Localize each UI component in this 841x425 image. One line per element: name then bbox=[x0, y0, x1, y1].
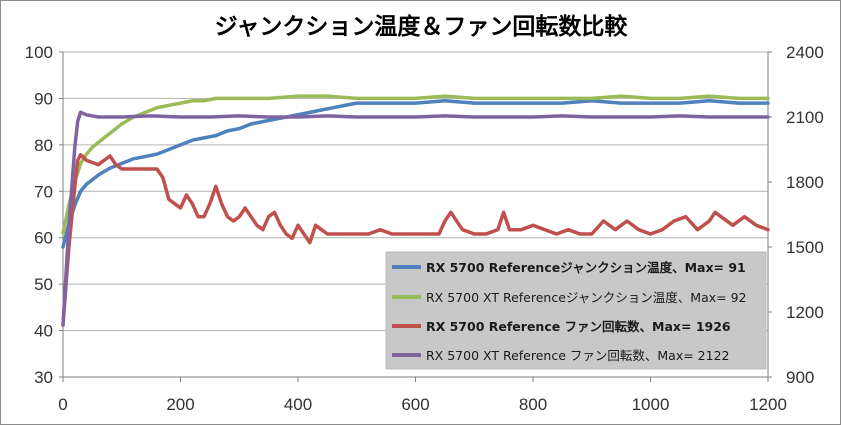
left-tick-label: 100 bbox=[25, 43, 53, 62]
legend-label-4: RX 5700 XT Reference ファン回転数、Max= 2122 bbox=[426, 348, 729, 363]
right-tick-label: 2100 bbox=[786, 108, 824, 127]
right-tick-label: 2400 bbox=[786, 43, 824, 62]
chart-title: ジャンクション温度＆ファン回転数比較 bbox=[215, 13, 629, 40]
left-tick-label: 30 bbox=[34, 368, 53, 387]
left-tick-label: 80 bbox=[34, 136, 53, 155]
series-line-1 bbox=[61, 99, 770, 249]
series-line-2 bbox=[61, 94, 770, 235]
legend-label-2: RX 5700 XT Referenceジャンクション温度、Max= 92 bbox=[426, 290, 746, 305]
x-tick-label: 600 bbox=[401, 395, 429, 414]
left-axis: 30 40 50 60 70 80 90 100 bbox=[25, 43, 64, 387]
x-tick-label: 400 bbox=[284, 395, 312, 414]
left-tick-label: 70 bbox=[34, 182, 53, 201]
x-tick-label: 0 bbox=[58, 395, 67, 414]
right-tick-label: 1500 bbox=[786, 238, 824, 257]
left-tick-label: 60 bbox=[34, 229, 53, 248]
x-axis: 0 200 400 600 800 1000 1200 bbox=[58, 376, 787, 414]
right-tick-label: 1200 bbox=[786, 303, 824, 322]
right-tick-label: 1800 bbox=[786, 173, 824, 192]
x-tick-label: 1200 bbox=[749, 395, 787, 414]
legend-label-3: RX 5700 Reference ファン回転数、Max= 1926 bbox=[426, 319, 731, 334]
legend-box bbox=[385, 251, 767, 370]
series-line-4 bbox=[61, 110, 770, 327]
left-tick-label: 50 bbox=[34, 275, 53, 294]
legend-label-1: RX 5700 Referenceジャンクション温度、Max= 91 bbox=[426, 260, 746, 275]
right-axis: 900 1200 1500 1800 2100 2400 bbox=[767, 43, 824, 387]
x-tick-label: 1000 bbox=[632, 395, 670, 414]
series-layer bbox=[61, 94, 770, 327]
left-tick-label: 90 bbox=[34, 89, 53, 108]
legend: RX 5700 Referenceジャンクション温度、Max= 91 RX 570… bbox=[385, 251, 767, 370]
series-line-3 bbox=[61, 152, 770, 327]
right-tick-label: 900 bbox=[786, 368, 814, 387]
x-tick-label: 800 bbox=[519, 395, 547, 414]
x-tick-label: 200 bbox=[166, 395, 194, 414]
left-tick-label: 40 bbox=[34, 322, 53, 341]
